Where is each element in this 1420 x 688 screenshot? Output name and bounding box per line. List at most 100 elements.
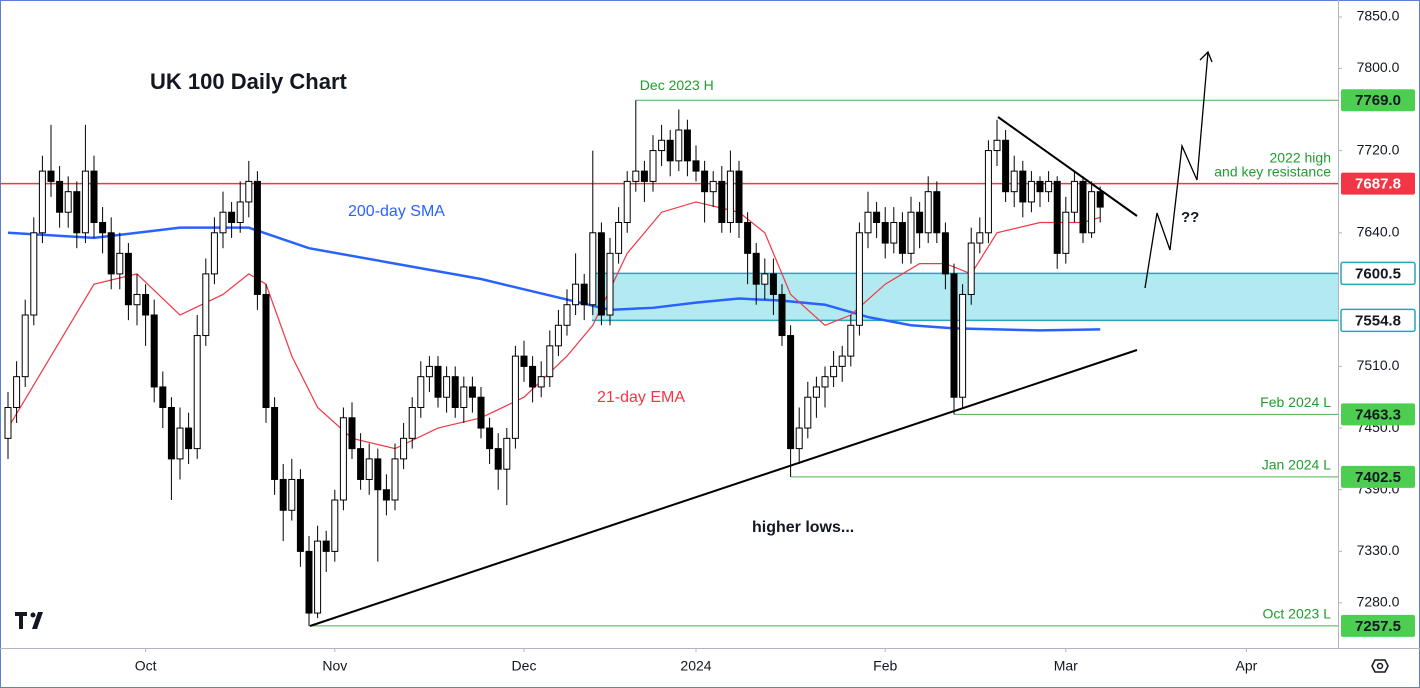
candle-body xyxy=(640,170,648,182)
candle-body xyxy=(193,335,201,450)
candle-body xyxy=(38,170,46,234)
candle-body xyxy=(529,365,537,388)
candle-body xyxy=(511,355,519,439)
level-label: 7463.3 xyxy=(1355,406,1401,423)
logo-mark xyxy=(32,612,43,629)
y-tick-label: 7850.0 xyxy=(1357,8,1400,24)
drawings xyxy=(309,50,1213,627)
candle-body xyxy=(434,365,442,398)
y-tick-label: 7800.0 xyxy=(1357,59,1400,75)
candle-body xyxy=(881,222,889,244)
candle-body xyxy=(735,170,743,224)
candle-body xyxy=(812,386,820,398)
candle-body xyxy=(898,222,906,254)
candle-body xyxy=(357,448,365,480)
candle-body xyxy=(210,232,218,275)
candle-body xyxy=(950,273,958,398)
candle-body xyxy=(830,365,838,378)
candle-body xyxy=(185,427,193,450)
level-box xyxy=(1340,261,1416,286)
candle-body xyxy=(288,478,296,511)
gear[interactable] xyxy=(1371,659,1389,673)
x-tick-label: 2024 xyxy=(680,658,711,674)
y-tick-label: 7330.0 xyxy=(1357,542,1400,558)
candle-body xyxy=(99,222,107,234)
candle-body xyxy=(993,139,1001,152)
candle-body xyxy=(271,407,279,480)
level-box xyxy=(1341,614,1415,637)
candle-body xyxy=(4,407,12,439)
candle-body xyxy=(804,396,812,429)
candle-body xyxy=(941,232,949,275)
candle-body xyxy=(597,232,605,316)
candle-body xyxy=(176,427,184,460)
candle-body xyxy=(1079,180,1087,234)
trendline xyxy=(309,349,1138,627)
candle-body xyxy=(90,170,98,224)
candle-body xyxy=(1045,180,1053,193)
level-note: Jan 2024 L xyxy=(1262,457,1331,473)
candle-body xyxy=(726,170,734,224)
candle-body xyxy=(537,376,545,388)
candle-body xyxy=(967,242,975,295)
candle-body xyxy=(279,478,287,511)
candle-body xyxy=(546,345,554,378)
candle-body xyxy=(744,222,752,254)
level-note: 2022 high xyxy=(1269,149,1331,165)
candle-body xyxy=(718,180,726,224)
candle-body xyxy=(666,139,674,162)
candle-body xyxy=(675,129,683,162)
candle-body xyxy=(228,211,236,224)
candle-body xyxy=(554,324,562,347)
candle-body xyxy=(795,427,803,450)
candle-body xyxy=(13,376,21,409)
candle-body xyxy=(219,211,227,234)
candle-body xyxy=(709,180,717,193)
ema-label: 21-day EMA xyxy=(597,389,685,406)
candle-body xyxy=(468,386,476,398)
candle-body xyxy=(150,314,158,388)
candle-body xyxy=(984,150,992,234)
candle-body xyxy=(1053,180,1061,254)
candle-body xyxy=(408,407,416,439)
candle-body xyxy=(1027,180,1035,203)
y-tick-label: 7720.0 xyxy=(1357,141,1400,157)
candle-body xyxy=(73,191,81,234)
candle-body xyxy=(572,283,580,306)
chart-title: UK 100 Daily Chart xyxy=(150,69,348,94)
candle-body xyxy=(752,252,760,285)
level-label: 7257.5 xyxy=(1355,618,1401,635)
candle-body xyxy=(589,232,597,306)
candle-body xyxy=(245,180,253,203)
candle-body xyxy=(460,386,468,409)
candle-body xyxy=(486,427,494,450)
candle-body xyxy=(855,232,863,326)
candle-body xyxy=(339,417,347,501)
gear-center[interactable] xyxy=(1376,662,1384,670)
level-box xyxy=(1341,172,1415,195)
candle-body xyxy=(563,304,571,326)
level-label: 7402.5 xyxy=(1355,469,1401,486)
x-tick-label: Nov xyxy=(322,658,347,674)
candle-body xyxy=(1002,139,1010,193)
candle-body xyxy=(1062,211,1070,254)
candle-body xyxy=(769,273,777,295)
candle-body xyxy=(890,222,898,244)
x-tick-label: Dec xyxy=(512,658,537,674)
settings-button[interactable] xyxy=(1371,659,1389,673)
candle-body xyxy=(202,273,210,337)
candle-body xyxy=(116,252,124,275)
candle-body xyxy=(167,407,175,460)
candle-body xyxy=(787,335,795,450)
candle-body xyxy=(959,293,967,398)
level-box xyxy=(1340,308,1416,333)
candle-body xyxy=(262,293,270,409)
candle-body xyxy=(133,293,141,306)
candle-body xyxy=(520,355,528,367)
x-tick-label: Oct xyxy=(135,658,157,674)
candle-body xyxy=(477,396,485,429)
candle-body xyxy=(847,324,855,357)
candle-body xyxy=(56,180,64,213)
logo-dot xyxy=(30,612,36,618)
